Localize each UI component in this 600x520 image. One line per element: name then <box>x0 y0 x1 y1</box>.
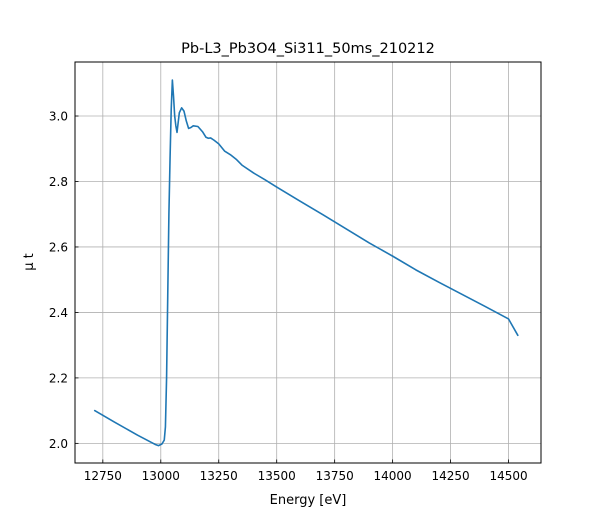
x-tick-label: 13750 <box>316 469 354 483</box>
x-tick-label: 13250 <box>200 469 238 483</box>
x-tick-label: 14000 <box>374 469 412 483</box>
y-tick-label: 2.2 <box>49 371 68 385</box>
ticks: 12750 13000 13250 13500 13750 14000 14250 14500… <box>49 110 528 483</box>
x-tick-label: 13500 <box>258 469 296 483</box>
y-tick-label: 3.0 <box>49 110 68 124</box>
y-tick-label: 2.8 <box>49 175 68 189</box>
series-layer <box>93 79 519 447</box>
x-axis-label: Energy [eV] <box>270 493 347 508</box>
chart-title: Pb-L3_Pb3O4_Si311_50ms_210212 <box>181 41 435 57</box>
x-tick-label: 14500 <box>489 469 527 483</box>
x-tick-label: 13000 <box>142 469 180 483</box>
plot-frame <box>74 61 542 464</box>
y-tick-label: 2.0 <box>49 437 68 451</box>
y-tick-label: 2.4 <box>49 306 68 320</box>
x-tick-label: 12750 <box>84 469 122 483</box>
series-line <box>93 79 519 447</box>
x-tick-label: 14250 <box>431 469 469 483</box>
grid <box>75 62 541 463</box>
y-axis-label: μ t <box>22 253 37 271</box>
y-tick-label: 2.6 <box>49 240 68 254</box>
